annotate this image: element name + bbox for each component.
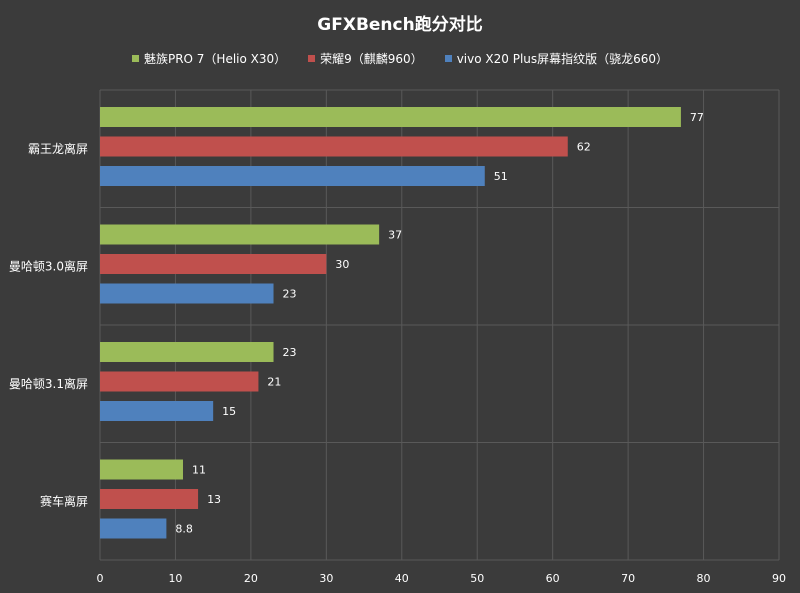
data-label: 77: [690, 111, 704, 124]
x-tick-label: 30: [319, 572, 333, 585]
legend-label: 荣耀9（麒麟960）: [320, 52, 423, 66]
bar: [100, 107, 681, 127]
legend-item: 魅族PRO 7（Helio X30）: [131, 50, 287, 67]
x-tick-label: 20: [244, 572, 258, 585]
x-tick-label: 40: [395, 572, 409, 585]
x-tick-label: 90: [772, 572, 786, 585]
legend-item: vivo X20 Plus屏幕指纹版（骁龙660）: [444, 50, 669, 67]
data-label: 30: [335, 258, 349, 271]
x-tick-label: 60: [546, 572, 560, 585]
bar: [100, 489, 199, 509]
data-label: 11: [192, 464, 206, 477]
bar: [100, 371, 259, 392]
bar: [100, 459, 183, 480]
category-label: 曼哈顿3.1离屏: [9, 376, 88, 391]
data-label: 15: [222, 405, 236, 418]
legend: 魅族PRO 7（Helio X30） 荣耀9（麒麟960） vivo X20 Plu…: [0, 50, 800, 67]
bar: [100, 136, 568, 157]
data-label: 62: [577, 141, 591, 154]
bar: [100, 401, 214, 421]
bar: [100, 283, 274, 304]
legend-swatch: [308, 55, 316, 62]
legend-swatch: [444, 55, 452, 62]
category-label: 曼哈顿3.0离屏: [9, 258, 88, 273]
legend-item: 荣耀9（麒麟960）: [308, 50, 423, 67]
data-label: 8.8: [175, 523, 193, 536]
x-tick-label: 50: [470, 572, 484, 585]
data-label: 23: [283, 346, 297, 359]
legend-swatch: [131, 55, 139, 62]
chart-title: GFXBench跑分对比: [317, 15, 483, 35]
x-tick-label: 10: [168, 572, 182, 585]
bar: [100, 224, 380, 245]
bar: [100, 254, 327, 274]
bar: [100, 342, 274, 362]
data-label: 37: [388, 229, 402, 242]
x-tick-label: 0: [97, 572, 104, 585]
bar: [100, 166, 485, 186]
data-label: 51: [494, 170, 508, 183]
data-label: 21: [267, 376, 281, 389]
data-label: 13: [207, 493, 221, 506]
legend-label: 魅族PRO 7（Helio X30）: [143, 52, 287, 66]
data-label: 23: [283, 288, 297, 301]
legend-label: vivo X20 Plus屏幕指纹版（骁龙660）: [456, 52, 669, 66]
x-tick-label: 70: [621, 572, 635, 585]
category-label: 赛车离屏: [40, 493, 88, 508]
category-label: 霸王龙离屏: [28, 141, 88, 156]
bar: [100, 518, 167, 539]
x-tick-label: 80: [697, 572, 711, 585]
